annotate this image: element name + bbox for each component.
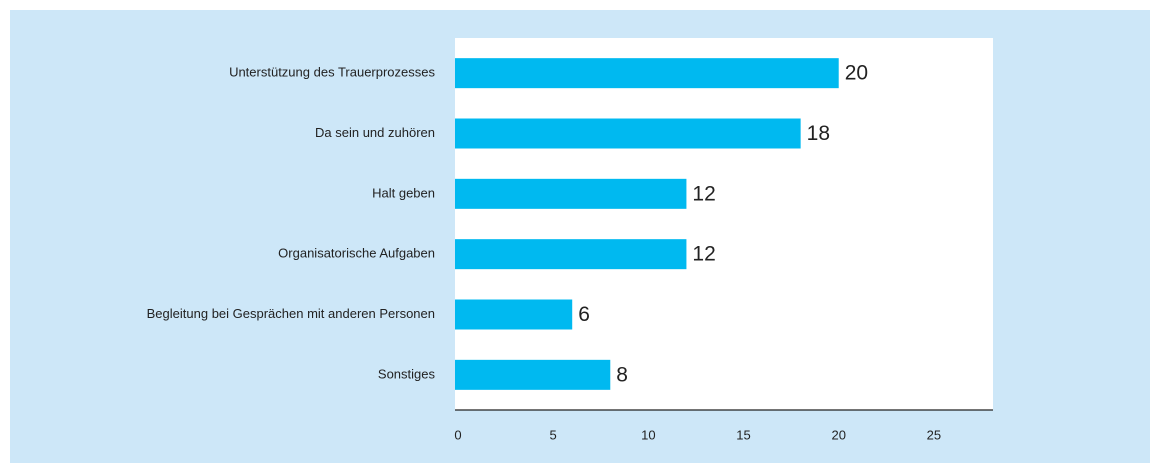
category-label: Sonstiges bbox=[378, 366, 436, 381]
x-tick-label: 20 bbox=[831, 427, 845, 442]
value-label: 12 bbox=[692, 243, 715, 266]
value-label: 20 bbox=[845, 62, 868, 85]
value-label: 8 bbox=[616, 363, 628, 386]
bar bbox=[455, 58, 839, 89]
plot-area bbox=[455, 38, 993, 410]
category-label: Unterstützung des Trauerprozesses bbox=[229, 65, 435, 80]
bar bbox=[455, 299, 573, 330]
x-tick-label: 15 bbox=[736, 427, 750, 442]
category-label: Organisatorische Aufgaben bbox=[278, 246, 435, 261]
category-label: Begleitung bei Gesprächen mit anderen Pe… bbox=[147, 306, 435, 321]
bar bbox=[455, 118, 801, 149]
bar bbox=[455, 178, 687, 209]
category-label: Halt geben bbox=[372, 185, 435, 200]
x-tick-label: 5 bbox=[550, 427, 557, 442]
x-tick-label: 10 bbox=[641, 427, 655, 442]
bar bbox=[455, 239, 687, 270]
category-label: Da sein und zuhören bbox=[315, 125, 435, 140]
x-tick-label: 25 bbox=[927, 427, 941, 442]
value-label: 12 bbox=[692, 182, 715, 205]
value-label: 6 bbox=[578, 303, 590, 326]
x-tick-label: 0 bbox=[454, 427, 461, 442]
bar bbox=[455, 359, 611, 390]
value-label: 18 bbox=[807, 122, 830, 145]
